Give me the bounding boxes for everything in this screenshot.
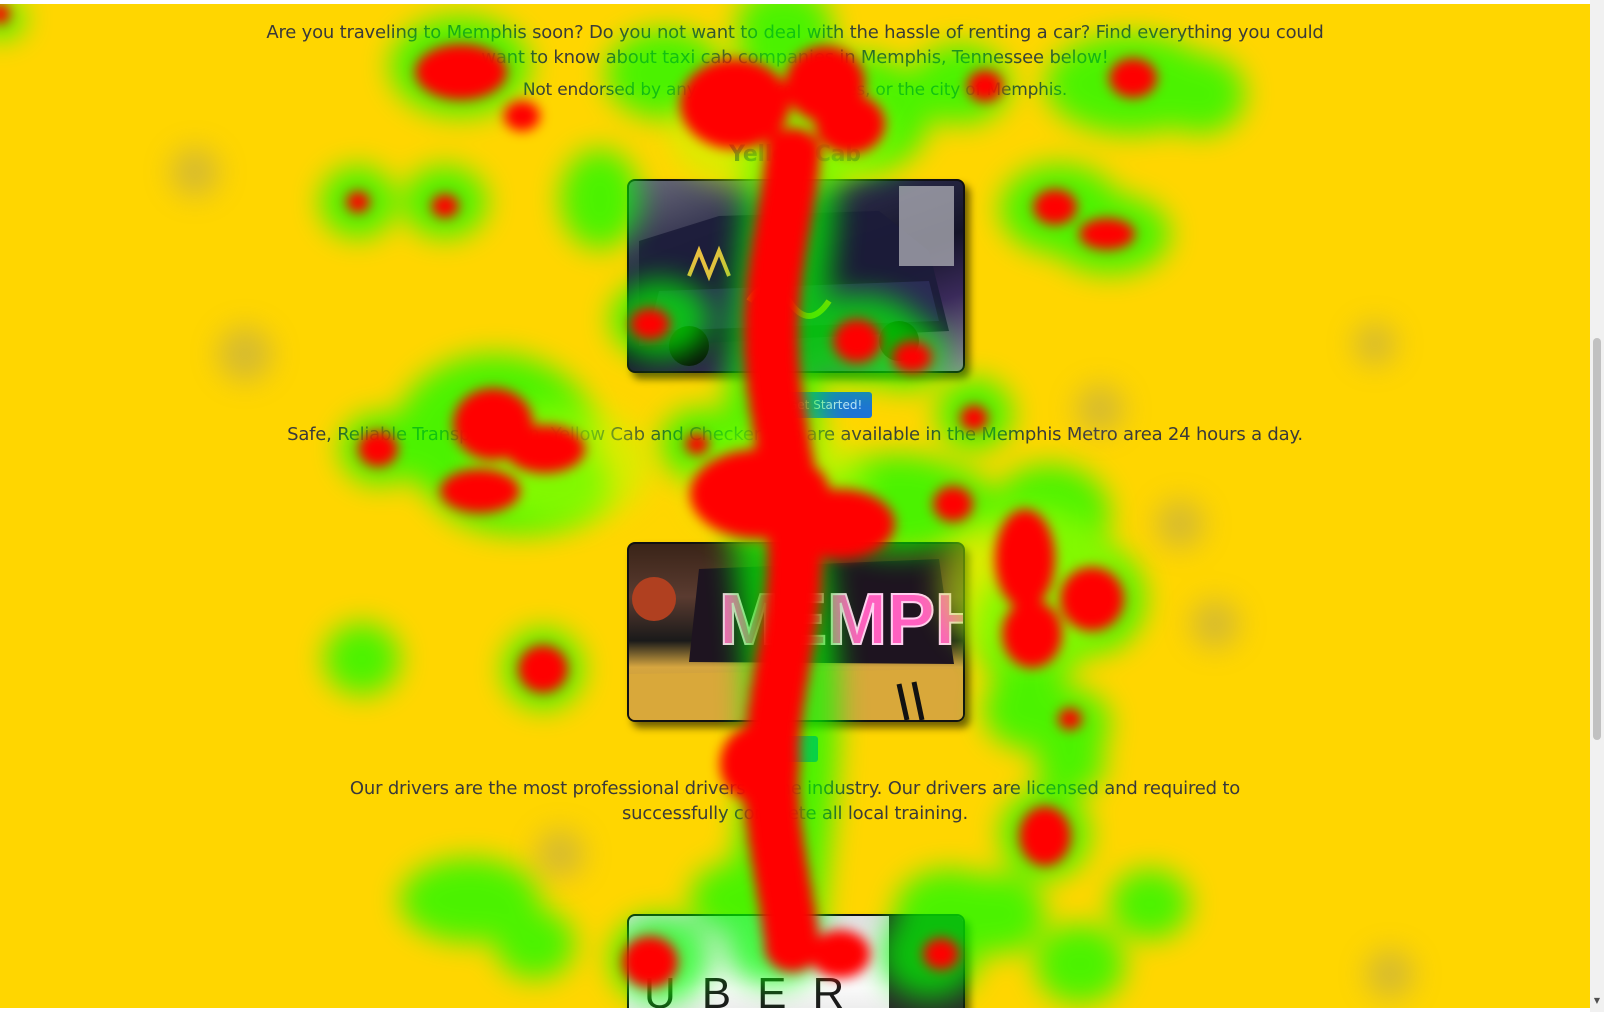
intro-paragraph: Are you traveling to Memphis soon? Do yo… (0, 20, 1590, 70)
heatmap-warm-blob (725, 448, 822, 524)
heatmap-warm-blob (983, 669, 1073, 749)
heatmap-warm-blob (1030, 688, 1110, 760)
heatmap-warm-blob (955, 874, 1045, 954)
taxi-car-photo (627, 179, 965, 373)
heatmap-faint-blob (1353, 322, 1397, 366)
heatmap-faint-blob (217, 326, 273, 382)
heatmap-warm-blob (503, 629, 583, 709)
heatmap-warm-blob (1050, 194, 1170, 274)
section-title-yellow-cab: Yellow Cab (729, 142, 861, 167)
heatmap-warm-blob (990, 464, 1110, 564)
heatmap-hot-blob (1060, 567, 1124, 631)
heatmap-faint-blob (535, 829, 585, 879)
heatmap-hot-blob (763, 470, 820, 522)
heatmap-warm-blob (1035, 924, 1125, 1004)
uber-logo-photo: UBER (627, 914, 965, 1008)
heatmap-hot-blob (690, 449, 830, 539)
heatmap-warm-blob (430, 434, 610, 534)
second-section-button[interactable] (778, 736, 818, 762)
heatmap-hot-blob (504, 101, 540, 131)
intro-line-2: want to know about taxi cab companies in… (481, 47, 1109, 68)
scrollbar-thumb[interactable] (1593, 338, 1601, 740)
heatmap-hot-blob (431, 194, 459, 218)
heatmap-warm-blob (820, 454, 980, 554)
heatmap-hot-blob (518, 645, 568, 693)
heatmap-hot-blob (753, 848, 810, 900)
heatmap-warm-blob (320, 166, 396, 238)
heatmap-warm-blob (400, 858, 540, 942)
heatmap-warm-blob (403, 166, 487, 238)
scroll-down-arrow-icon[interactable]: ▼ (1593, 996, 1601, 1005)
heatmap-faint-blob (1155, 499, 1205, 549)
heatmap-faint-blob (1365, 949, 1415, 999)
heatmap-mid-blob (940, 504, 1120, 664)
heatmap-warm-blob (733, 822, 830, 898)
heatmap-warm-blob (1110, 869, 1190, 939)
heatmap-hot-blob (1058, 708, 1082, 730)
heatmap-hot-blob (933, 486, 973, 522)
heatmap-warm-blob (727, 470, 824, 546)
roof-sign-illustration: MEMPHIS (629, 559, 963, 720)
disclaimer-text: Not endorsed by any of these companies, … (522, 80, 1068, 100)
taxi-roof-sign-photo: MEMPHIS (627, 542, 965, 722)
heatmap-warm-blob (1035, 544, 1145, 654)
vertical-scrollbar[interactable]: ▼ (1590, 0, 1604, 1012)
heatmap-hot-blob (756, 866, 813, 918)
heatmap-warm-blob (495, 909, 575, 979)
uber-logo-text: UBER (644, 969, 870, 1008)
heatmap-warm-blob (730, 844, 827, 920)
heatmap-warm-blob (1000, 164, 1120, 254)
get-started-button[interactable]: Get Started! (778, 392, 873, 418)
drivers-description: Our drivers are the most professional dr… (0, 776, 1590, 826)
heatmap-hot-blob (995, 509, 1055, 609)
drivers-description-text: Our drivers are the most professional dr… (349, 778, 1241, 824)
heatmap-hot-blob (1002, 600, 1062, 668)
roof-sign-text: MEMPHIS (719, 580, 963, 660)
heatmap-hot-blob (750, 830, 807, 882)
page-viewport: Are you traveling to Memphis soon? Do yo… (0, 4, 1590, 1008)
heatmap-hot-blob (440, 469, 520, 513)
yellow-cab-description: Safe, Reliable Transportation. Yellow Ca… (287, 424, 1303, 445)
heatmap-warm-blob (917, 468, 993, 540)
heatmap-warm-blob (975, 569, 1085, 689)
heatmap-hot-blob (760, 452, 817, 504)
intro-line-1: Are you traveling to Memphis soon? Do yo… (266, 22, 1324, 43)
taxi-car-illustration (639, 186, 954, 366)
heatmap-hot-blob (1033, 189, 1077, 225)
uber-logo-illustration: UBER (644, 916, 963, 1008)
heatmap-hot-blob (765, 488, 822, 540)
heatmap-hot-blob (680, 59, 790, 149)
heatmap-hot-blob (1079, 218, 1135, 250)
heatmap-hot-blob (346, 191, 370, 213)
heatmap-faint-blob (1190, 599, 1240, 649)
heatmap-warm-blob (324, 623, 400, 695)
